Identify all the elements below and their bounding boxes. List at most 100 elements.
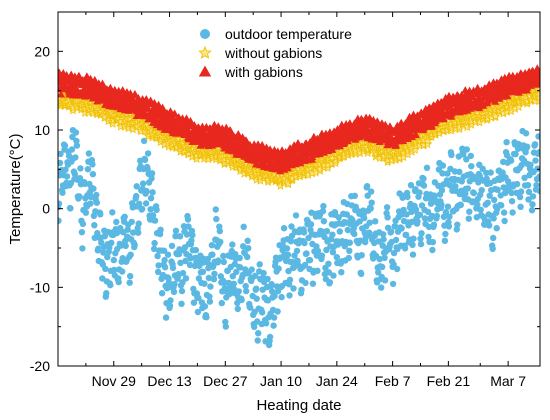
outdoor-temperature-point (136, 200, 143, 207)
outdoor-temperature-point (73, 142, 81, 149)
outdoor-temperature-point (254, 337, 261, 344)
outdoor-temperature-point (470, 189, 477, 197)
outdoor-temperature-point (421, 215, 429, 222)
outdoor-temperature-point (76, 175, 84, 182)
with-gabions-point (234, 130, 243, 138)
outdoor-temperature-point (513, 180, 521, 188)
outdoor-temperature-point (207, 283, 214, 290)
outdoor-temperature-point (290, 285, 297, 292)
with-gabions-point (536, 73, 540, 81)
outdoor-temperature-point (113, 218, 120, 226)
outdoor-temperature-point (498, 202, 505, 209)
outdoor-temperature-point (69, 133, 76, 141)
with-gabions-point (166, 107, 175, 115)
outdoor-temperature-point (121, 213, 128, 220)
x-tick-label: Mar 7 (490, 373, 526, 389)
outdoor-temperature-point (329, 231, 336, 238)
outdoor-temperature-point (309, 280, 317, 287)
outdoor-temperature-point (379, 263, 386, 271)
with-gabions-point (214, 122, 223, 130)
outdoor-temperature-point (245, 245, 252, 252)
with-gabions-point (170, 109, 179, 117)
outdoor-temperature-point (393, 265, 401, 273)
outdoor-temperature-point (161, 264, 169, 271)
outdoor-temperature-point (527, 161, 534, 169)
outdoor-temperature-point (387, 228, 395, 235)
outdoor-temperature-point (465, 215, 472, 222)
with-gabions-point (118, 86, 127, 94)
with-gabions-point (386, 122, 394, 130)
outdoor-temperature-point (270, 322, 277, 329)
outdoor-temperature-point (205, 274, 213, 282)
outdoor-temperature-point (501, 217, 508, 225)
outdoor-temperature-point (235, 288, 242, 295)
with-gabions-point (495, 94, 504, 102)
outdoor-temperature-point (182, 275, 190, 282)
outdoor-temperature-point (62, 166, 69, 173)
outdoor-temperature-point (141, 156, 149, 164)
outdoor-temperature-point (490, 234, 497, 242)
outdoor-temperature-point (356, 218, 363, 225)
outdoor-temperature-point (102, 265, 109, 272)
outdoor-temperature-point (179, 269, 187, 277)
outdoor-temperature-point (110, 256, 118, 264)
outdoor-temperature-point (352, 203, 359, 210)
outdoor-temperature-point (306, 256, 314, 264)
outdoor-temperature-point (524, 182, 532, 189)
outdoor-temperature-point (500, 184, 507, 191)
outdoor-temperature-point (76, 193, 83, 200)
outdoor-temperature-point (517, 203, 524, 210)
outdoor-temperature-point (323, 228, 331, 235)
outdoor-temperature-point (135, 229, 142, 236)
outdoor-temperature-point (293, 247, 301, 255)
outdoor-temperature-point (188, 237, 195, 244)
outdoor-temperature-point (85, 150, 93, 157)
outdoor-temperature-point (187, 255, 194, 262)
outdoor-temperature-point (151, 217, 159, 224)
outdoor-temperature-point (320, 218, 328, 225)
plot-area (58, 64, 540, 349)
outdoor-temperature-point (401, 245, 409, 252)
x-tick-label: Nov 29 (92, 373, 137, 389)
outdoor-temperature-point (410, 235, 417, 242)
outdoor-temperature-point (335, 214, 342, 221)
outdoor-temperature-point (503, 139, 510, 146)
without-gabions-point (490, 111, 501, 121)
outdoor-temperature-point (525, 188, 533, 196)
outdoor-temperature-point (183, 231, 191, 238)
outdoor-temperature-point (167, 297, 174, 304)
outdoor-temperature-point (58, 200, 63, 207)
with-gabions-point (411, 130, 420, 138)
outdoor-temperature-point (158, 290, 166, 297)
outdoor-temperature-point (532, 157, 539, 164)
outdoor-temperature-point (104, 253, 111, 261)
outdoor-temperature-point (314, 247, 322, 255)
outdoor-temperature-point (289, 258, 296, 266)
outdoor-temperature-point (199, 268, 207, 275)
outdoor-temperature-point (533, 182, 540, 189)
outdoor-temperature-point (463, 156, 470, 163)
outdoor-temperature-point (389, 280, 397, 288)
outdoor-temperature-point (175, 250, 183, 258)
outdoor-temperature-point (307, 221, 315, 228)
with-gabions-point (533, 64, 540, 72)
outdoor-temperature-point (150, 245, 158, 253)
outdoor-temperature-point (372, 218, 379, 225)
outdoor-temperature-point (468, 163, 475, 170)
legend: outdoor temperature without gabions with g… (198, 26, 352, 80)
legend-outdoor-label: outdoor temperature (225, 26, 352, 42)
outdoor-temperature-point (220, 252, 227, 260)
outdoor-temperature-point (368, 188, 375, 195)
outdoor-temperature-point (133, 192, 140, 200)
y-axis-title: Temperature(°C) (7, 133, 24, 244)
outdoor-temperature-point (95, 245, 102, 252)
outdoor-temperature-point (115, 278, 122, 286)
outdoor-temperature-point (140, 137, 148, 145)
outdoor-temperature-point (178, 287, 186, 295)
outdoor-temperature-point (97, 211, 104, 218)
outdoor-temperature-point (184, 216, 192, 223)
outdoor-temperature-point (170, 288, 178, 295)
outdoor-temperature-point (275, 265, 282, 272)
outdoor-temperature-point (445, 223, 453, 230)
outdoor-temperature-point (287, 238, 295, 245)
